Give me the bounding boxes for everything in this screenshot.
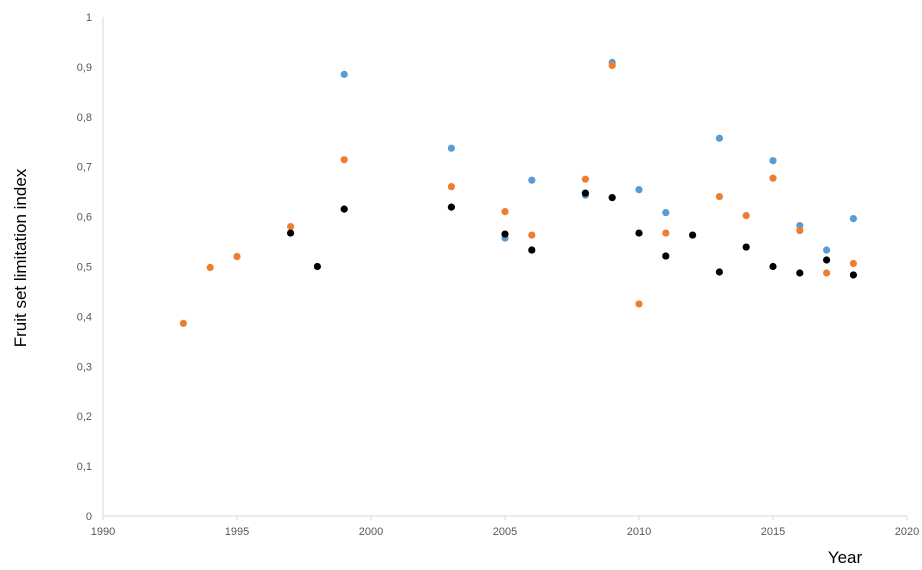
data-point xyxy=(447,144,455,152)
data-point xyxy=(796,269,804,277)
data-point xyxy=(581,189,590,197)
data-point xyxy=(769,262,777,271)
x-tick-label: 2020 xyxy=(895,526,919,538)
data-point xyxy=(287,229,295,237)
x-tick-label: 1990 xyxy=(91,526,115,538)
x-tick-labels: 1990 1995 2000 2005 2010 2015 2020 xyxy=(91,516,919,538)
x-tick-label: 1995 xyxy=(225,526,249,538)
data-point xyxy=(528,176,536,184)
data-point xyxy=(715,134,724,142)
data-point xyxy=(608,61,616,70)
data-point xyxy=(823,269,831,277)
data-point xyxy=(635,229,643,237)
data-point xyxy=(340,205,348,213)
y-tick-label: 0,8 xyxy=(77,112,92,124)
series-1 xyxy=(340,58,858,254)
data-point xyxy=(715,193,724,201)
y-tick-label: 0,2 xyxy=(77,411,92,423)
data-point xyxy=(823,256,831,264)
data-point xyxy=(662,229,670,237)
axes xyxy=(102,17,907,517)
x-tick-label: 2015 xyxy=(761,526,785,538)
x-axis-title: Year xyxy=(828,548,863,567)
x-tick-label: 2005 xyxy=(493,526,517,538)
data-point xyxy=(849,271,858,279)
data-point xyxy=(501,230,509,238)
data-point xyxy=(769,157,777,165)
y-tick-label: 1 xyxy=(86,12,92,24)
data-point xyxy=(796,226,804,235)
x-tick-label: 2000 xyxy=(359,526,383,538)
y-tick-label: 0,3 xyxy=(77,361,92,373)
data-point xyxy=(742,243,750,251)
data-point xyxy=(206,263,214,272)
y-axis-title: Fruit set limitation index xyxy=(11,168,30,347)
data-point xyxy=(689,231,697,239)
data-point xyxy=(796,221,804,230)
data-point xyxy=(742,212,750,220)
data-point xyxy=(635,300,643,308)
y-tick-label: 0,9 xyxy=(77,62,92,74)
data-point xyxy=(447,183,455,191)
data-point xyxy=(769,174,777,182)
data-point xyxy=(501,208,509,216)
data-point xyxy=(528,231,536,239)
series-2 xyxy=(179,61,858,327)
data-point xyxy=(179,319,187,327)
data-point xyxy=(823,246,831,254)
data-point xyxy=(715,268,724,276)
data-point xyxy=(287,222,295,231)
data-point xyxy=(635,186,643,194)
data-point xyxy=(662,252,670,260)
data-point xyxy=(849,259,858,268)
data-point xyxy=(849,214,858,223)
data-point xyxy=(340,156,348,164)
data-point xyxy=(447,203,455,211)
y-tick-label: 0,5 xyxy=(77,262,92,274)
data-point xyxy=(313,262,321,271)
y-tick-label: 0,6 xyxy=(77,212,92,224)
data-point xyxy=(340,70,348,78)
data-point xyxy=(662,209,670,217)
y-tick-label: 0,4 xyxy=(77,311,92,323)
data-point xyxy=(581,175,590,183)
x-tick-label: 2010 xyxy=(627,526,651,538)
series-3 xyxy=(287,189,858,279)
data-point xyxy=(528,246,536,254)
data-point xyxy=(608,194,616,202)
data-point xyxy=(233,252,241,261)
data-points xyxy=(179,58,858,327)
y-tick-label: 0,1 xyxy=(77,461,92,473)
y-tick-label: 0,7 xyxy=(77,162,92,174)
y-tick-label: 0 xyxy=(86,511,92,523)
y-tick-labels: 0 0,1 0,2 0,3 0,4 0,5 0,6 0,7 0,8 0,9 1 xyxy=(77,12,92,523)
